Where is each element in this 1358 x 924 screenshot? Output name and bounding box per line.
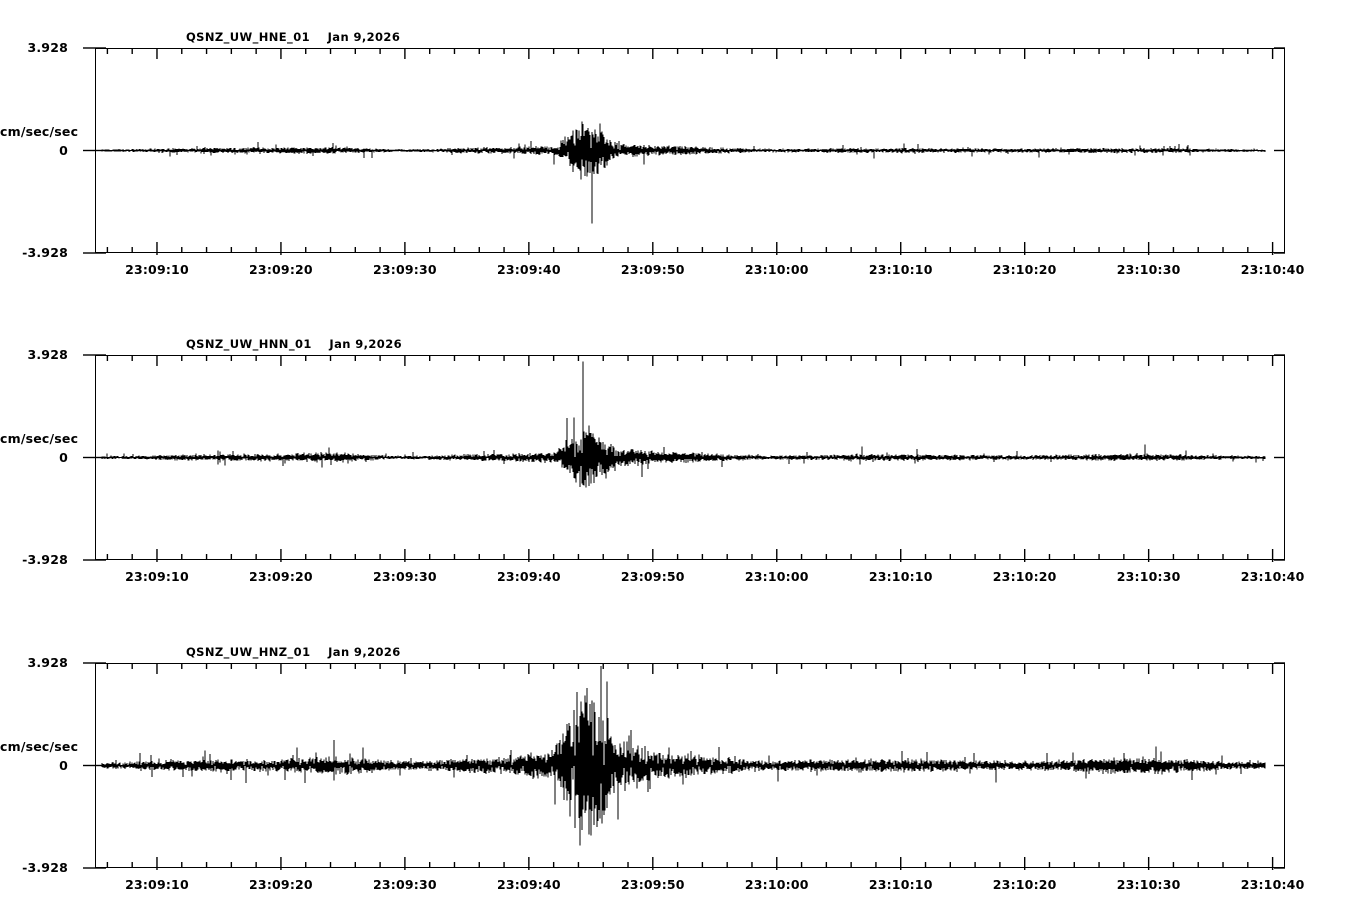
y-axis-min-label-hne: -3.928 [22,245,68,260]
y-axis-min-label-hnz: -3.928 [22,860,68,875]
y-axis-max-label-hne: 3.928 [27,40,68,55]
x-axis-tick-label: 23:10:40 [1240,877,1305,892]
x-axis-tick-label: 23:10:10 [868,877,933,892]
panel-title-hne: QSNZ_UW_HNE_01 Jan 9,2026 [186,30,401,44]
x-axis-tick-label: 23:10:00 [744,262,809,277]
y-axis-unit-label-hnn: cm/sec/sec [0,430,79,446]
y-axis-zero-label-hne: 0 [59,142,68,158]
x-axis-tick-label: 23:09:10 [125,877,189,892]
x-axis-tick-label: 23:09:50 [620,569,685,584]
x-axis-tick-label: 23:09:20 [249,262,313,277]
x-axis-tick-label: 23:10:40 [1240,569,1305,584]
panel-title-hnz: QSNZ_UW_HNZ_01 Jan 9,2026 [186,645,401,659]
x-axis-tick-label: 23:09:40 [496,262,561,277]
plot-frame-hnn [95,355,1285,560]
y-axis-max-label-hnz: 3.928 [27,655,68,670]
x-axis-tick-label: 23:09:20 [249,877,313,892]
y-axis-min-label-hnn: -3.928 [22,552,68,567]
x-axis-tick-label: 23:10:30 [1116,569,1181,584]
x-axis-tick-label: 23:09:10 [125,569,189,584]
plot-frame-hne [95,48,1285,253]
x-axis-tick-label: 23:10:00 [744,569,809,584]
y-axis-unit-label-hnz: cm/sec/sec [0,738,79,754]
x-axis-tick-label: 23:09:30 [372,569,437,584]
y-axis-unit-label-hne: cm/sec/sec [0,123,79,139]
x-axis-tick-label: 23:09:10 [125,262,189,277]
x-axis-tick-label: 23:09:30 [372,877,437,892]
x-axis-tick-label: 23:10:30 [1116,877,1181,892]
x-axis-tick-label: 23:10:00 [744,877,809,892]
x-axis-tick-label: 23:09:30 [372,262,437,277]
x-axis-tick-label: 23:09:20 [249,569,313,584]
x-axis-tick-label: 23:10:40 [1240,262,1305,277]
x-axis-tick-label: 23:09:50 [620,877,685,892]
y-axis-zero-label-hnz: 0 [59,757,68,773]
plot-frame-hnz [95,663,1285,868]
y-axis-zero-label-hnn: 0 [59,449,68,465]
panel-title-hnn: QSNZ_UW_HNN_01 Jan 9,2026 [186,337,402,351]
x-axis-tick-label: 23:10:20 [992,877,1057,892]
x-axis-tick-label: 23:10:20 [992,569,1057,584]
x-axis-tick-label: 23:09:50 [620,262,685,277]
x-axis-tick-label: 23:09:40 [496,877,561,892]
y-axis-max-label-hnn: 3.928 [27,347,68,362]
x-axis-tick-label: 23:10:10 [868,569,933,584]
x-axis-tick-label: 23:10:20 [992,262,1057,277]
x-axis-tick-label: 23:10:30 [1116,262,1181,277]
x-axis-tick-label: 23:09:40 [496,569,561,584]
x-axis-tick-label: 23:10:10 [868,262,933,277]
